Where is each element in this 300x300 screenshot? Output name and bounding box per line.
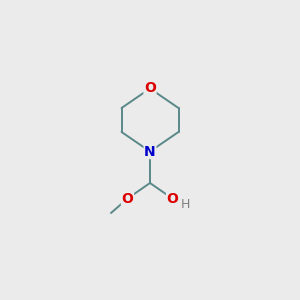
Text: O: O — [144, 82, 156, 95]
Text: N: N — [144, 145, 156, 158]
Text: O: O — [122, 192, 134, 206]
Text: O: O — [167, 192, 178, 206]
Text: H: H — [180, 197, 190, 211]
